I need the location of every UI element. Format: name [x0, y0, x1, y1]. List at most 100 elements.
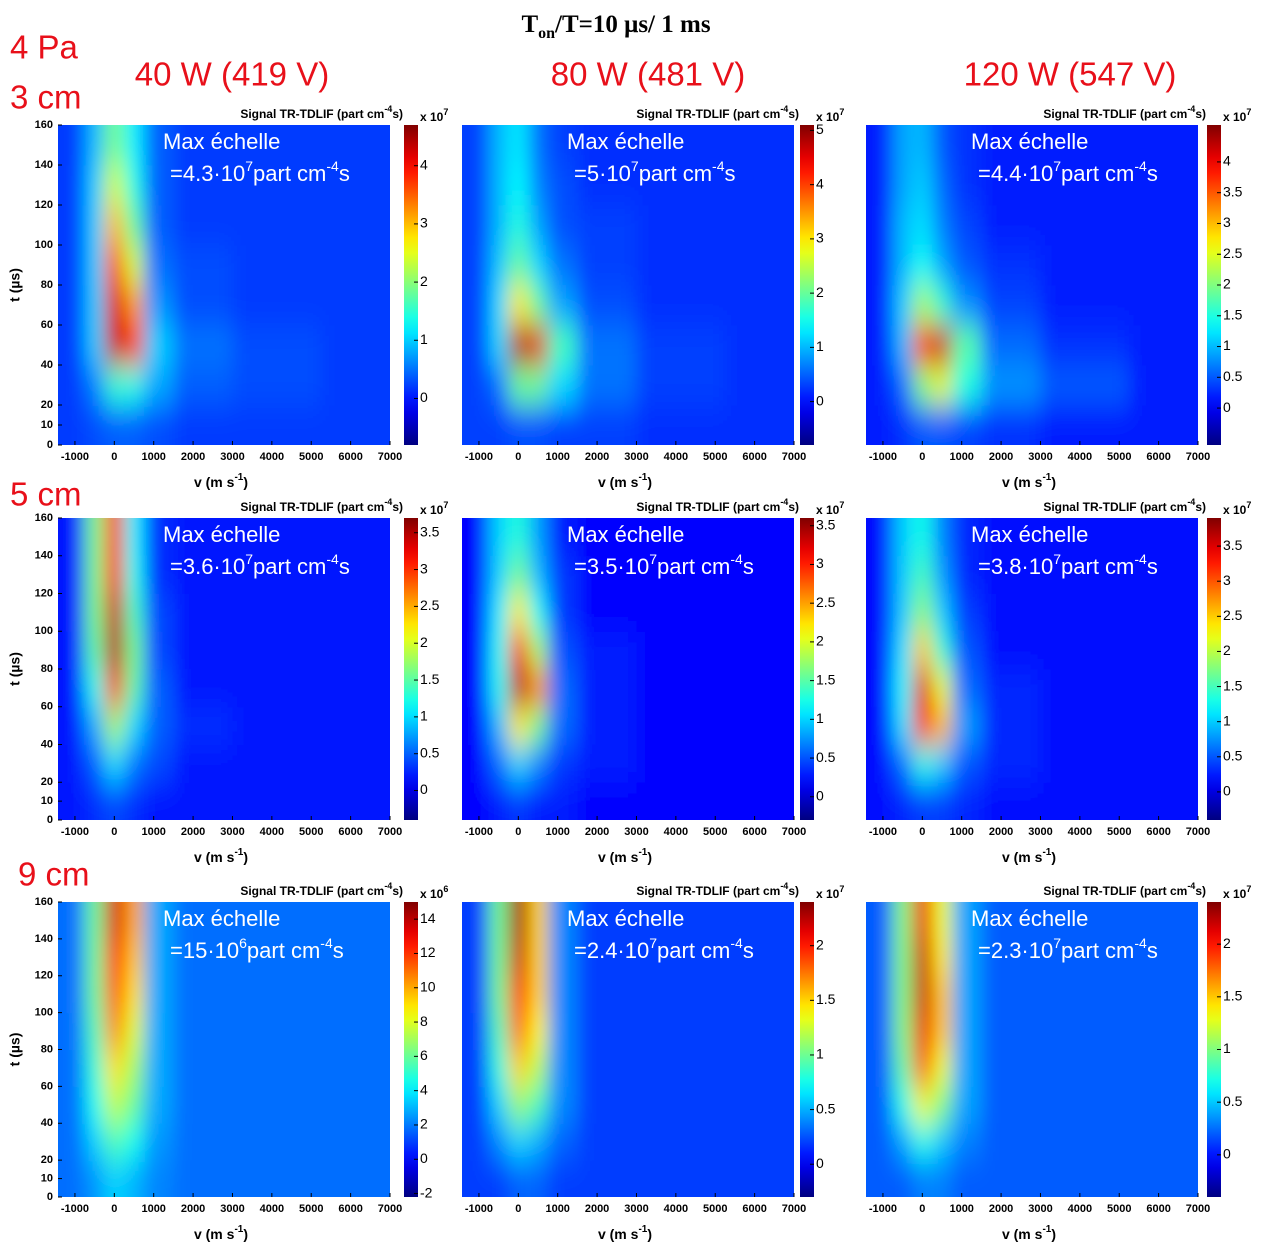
- heatmap-cell: [462, 325, 490, 366]
- x-tick-label: 7000: [782, 1203, 806, 1215]
- heatmap-cell: [124, 125, 145, 166]
- colorbar-tick-label: 3: [420, 560, 428, 576]
- heatmap-cell: [636, 706, 726, 745]
- heatmap-cell: [725, 125, 794, 166]
- heatmap-cell: [58, 902, 86, 940]
- colorbar-label-part: -4: [1187, 881, 1195, 891]
- heatmap-cell: [636, 285, 726, 326]
- heatmap-cell: [462, 1160, 490, 1197]
- heatmap-cell: [981, 631, 1041, 670]
- colorbar-label-part: s): [788, 107, 799, 121]
- heatmap-cell: [124, 902, 145, 940]
- x-tick-label: 1000: [141, 451, 165, 463]
- colorbar-tick-label: 1.5: [816, 671, 836, 687]
- heatmap-cell: [104, 975, 125, 1014]
- heatmap-cell: [528, 165, 549, 206]
- colorbar-tick-label: 0.5: [816, 1100, 836, 1116]
- heatmap-cell: [58, 1049, 86, 1087]
- heatmap-cell: [866, 593, 894, 632]
- x-axis-label: v (m s-1): [194, 847, 248, 865]
- annotation-value-part: 7: [1053, 551, 1061, 567]
- heatmap-cell: [981, 782, 1041, 820]
- heatmap-cell: [951, 405, 982, 445]
- colorbar-label: Signal TR-TDLIF (part cm-4s): [636, 881, 799, 898]
- heatmap-cell: [508, 555, 529, 594]
- colorbar-tick-label: 8: [420, 1013, 428, 1029]
- heatmap-cell: [462, 1086, 490, 1124]
- annotation: Max échelle: [971, 906, 1088, 931]
- heatmap-cell: [547, 365, 578, 406]
- heatmap-cell: [321, 975, 390, 1014]
- heatmap-cell: [462, 405, 490, 445]
- heatmap-cell: [58, 285, 86, 326]
- heatmap-cell: [1129, 1012, 1198, 1050]
- heatmap-cell: [508, 1160, 529, 1197]
- colorbar-tick-label: 6: [420, 1047, 428, 1063]
- x-tick-label: -1000: [869, 451, 897, 463]
- heatmap-cell: [508, 706, 529, 745]
- heatmap-cell: [932, 1049, 953, 1087]
- heatmap-cell: [577, 245, 637, 286]
- heatmap: [462, 902, 794, 1197]
- colorbar-label: Signal TR-TDLIF (part cm-4s): [240, 104, 403, 121]
- heatmap-cell: [981, 555, 1041, 594]
- colorbar-scale-part: x 10: [816, 887, 840, 901]
- heatmap-cell: [636, 938, 726, 977]
- x-tick-label: 1000: [545, 826, 569, 838]
- colorbar-tick-label: 3: [420, 215, 428, 231]
- x-tick-label: 2000: [989, 826, 1013, 838]
- heatmap-cell: [1129, 1123, 1198, 1161]
- colorbar-tick-label: 0: [816, 1155, 824, 1171]
- heatmap-cell: [232, 365, 322, 406]
- heatmap-cell: [321, 706, 390, 745]
- heatmap-cell: [981, 669, 1041, 708]
- y-tick-label: 10: [41, 1172, 53, 1184]
- colorbar-scale: x 107: [1223, 107, 1251, 124]
- heatmap-cell: [58, 518, 86, 557]
- x-axis-label-part: ): [243, 849, 248, 865]
- x-axis-label-part: -1: [638, 847, 647, 858]
- x-axis-label: v (m s-1): [1002, 1224, 1056, 1242]
- annotation-value-part: -4: [1134, 158, 1147, 174]
- heatmap-cell: [636, 1049, 726, 1087]
- x-tick-label: 0: [111, 451, 117, 463]
- heatmap-cell: [58, 938, 86, 977]
- annotation-value-part: s: [1147, 554, 1158, 579]
- heatmap-cell: [462, 1123, 490, 1161]
- colorbar-tick-label: 2: [420, 634, 428, 650]
- heatmap-cell: [892, 902, 913, 940]
- heatmap-cell: [58, 555, 86, 594]
- heatmap-cell: [84, 325, 105, 366]
- heatmap-cell: [981, 938, 1041, 977]
- colorbar-scale-part: 7: [1246, 500, 1251, 510]
- heatmap-cell: [577, 706, 637, 745]
- heatmap-cell: [462, 744, 490, 783]
- heatmap-cell: [488, 165, 509, 206]
- heatmap-cell: [321, 1012, 390, 1050]
- heatmap-cell: [143, 325, 174, 366]
- heatmap-cell: [932, 518, 953, 557]
- x-axis-label-part: -1: [1042, 472, 1051, 483]
- heatmap-cell: [547, 125, 578, 166]
- x-tick-label: 3000: [220, 451, 244, 463]
- title-part: T: [521, 11, 538, 38]
- heatmap-cell: [462, 285, 490, 326]
- colorbar-tick-label: 1: [816, 1046, 824, 1062]
- heatmap-cell: [321, 938, 390, 977]
- heatmap-cell: [232, 205, 322, 246]
- heatmap-cell: [321, 555, 390, 594]
- colorbar-tick-label: 0.5: [1223, 1093, 1243, 1109]
- heatmap-cell: [1040, 631, 1130, 670]
- heatmap-cell: [104, 782, 125, 820]
- heatmap-cell: [84, 245, 105, 286]
- colorbar-scale-part: x 10: [1223, 110, 1247, 124]
- heatmap-cell: [84, 518, 105, 557]
- heatmap-cell: [951, 555, 982, 594]
- x-axis-label-part: v (m s: [598, 474, 639, 490]
- x-tick-label: 7000: [782, 826, 806, 838]
- colorbar: [1207, 902, 1221, 1197]
- x-tick-label: 1000: [141, 826, 165, 838]
- annotation-value-part: part cm: [1061, 161, 1134, 186]
- heatmap-cell: [84, 669, 105, 708]
- colorbar-tick-label: -2: [420, 1184, 433, 1200]
